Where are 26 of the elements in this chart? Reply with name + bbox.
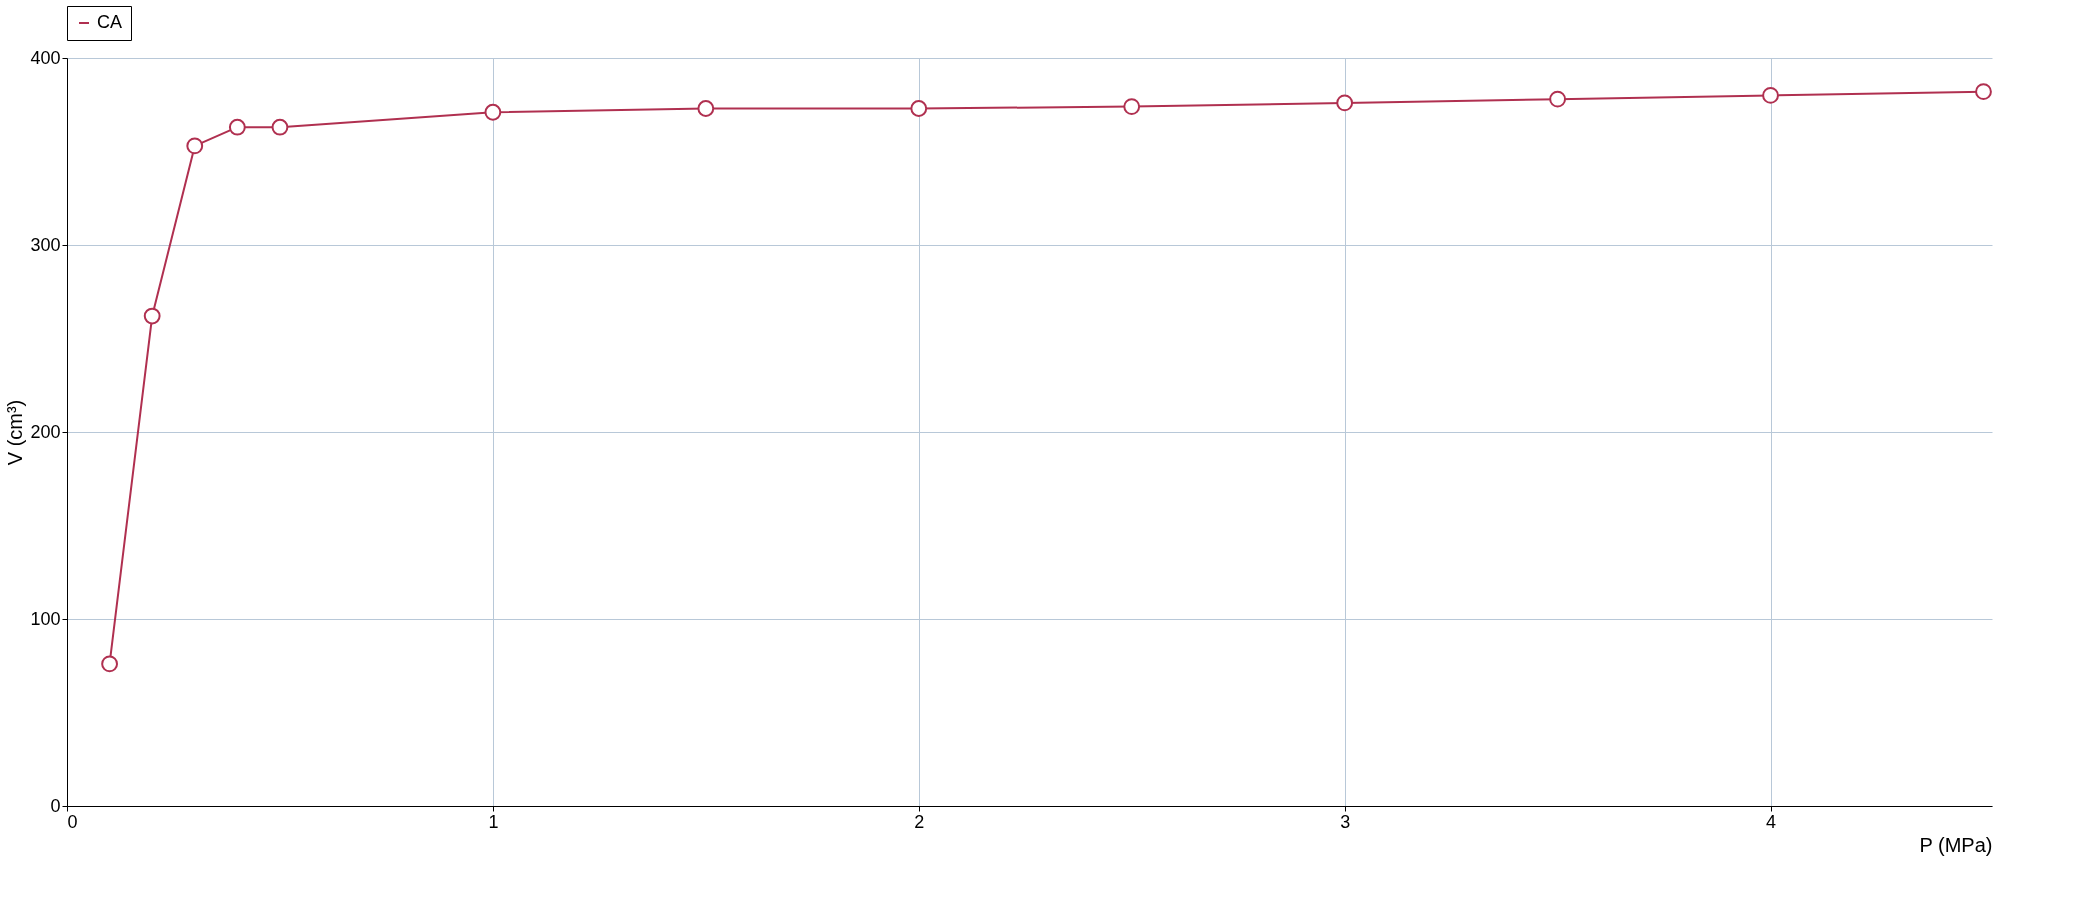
point bbox=[1762, 87, 1779, 104]
x-axis-title: P (MPa) bbox=[1919, 833, 1993, 856]
point bbox=[1549, 90, 1567, 108]
y-tick-label: 100 bbox=[30, 608, 61, 629]
point bbox=[697, 100, 715, 117]
x-tick-label: 0 bbox=[67, 811, 78, 832]
legend-label: CA bbox=[97, 12, 123, 32]
y-tick-label: 200 bbox=[30, 421, 61, 442]
y-tick-label: 400 bbox=[30, 47, 61, 68]
point bbox=[143, 307, 161, 325]
point bbox=[228, 118, 246, 136]
point bbox=[101, 655, 118, 673]
point bbox=[1975, 83, 1992, 101]
y-tick-label: 0 bbox=[50, 795, 61, 816]
x-tick-label: 3 bbox=[1340, 811, 1351, 832]
x-tick-label: 1 bbox=[488, 811, 499, 832]
y-tick-label: 300 bbox=[30, 234, 61, 255]
point bbox=[910, 100, 928, 117]
x-tick-label: 2 bbox=[914, 811, 925, 832]
x-tick-label: 4 bbox=[1766, 811, 1777, 832]
point bbox=[1336, 94, 1354, 112]
point bbox=[1123, 98, 1141, 116]
point bbox=[484, 103, 502, 121]
y-axis-title: V (cm³) bbox=[4, 399, 27, 466]
point bbox=[271, 118, 289, 136]
point bbox=[186, 137, 204, 155]
